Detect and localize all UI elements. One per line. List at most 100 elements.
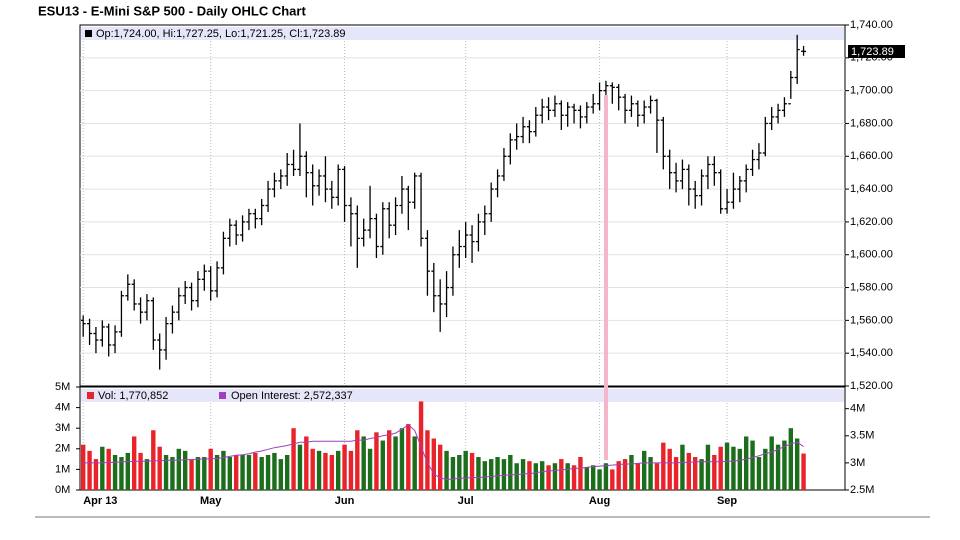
volume-bar xyxy=(559,459,564,490)
y-tick-label: 1,520.00 xyxy=(850,380,893,392)
volume-bar xyxy=(718,446,723,490)
volume-bar xyxy=(163,454,169,490)
volume-bar xyxy=(386,430,392,490)
volume-bar xyxy=(412,436,417,490)
volume-bar xyxy=(304,436,309,490)
y-tick-label: 1,700.00 xyxy=(850,85,893,97)
volume-bar xyxy=(367,448,373,490)
y-tick-label: 0M xyxy=(55,484,70,496)
volume-bar xyxy=(610,469,615,490)
volume-bar xyxy=(603,463,609,490)
y-tick-label: 1,600.00 xyxy=(850,249,893,261)
volume-bar xyxy=(775,444,781,490)
volume-bar xyxy=(578,457,583,490)
volume-bar xyxy=(641,450,647,490)
volume-bar xyxy=(259,457,264,490)
legend-swatch xyxy=(85,30,92,37)
volume-bar xyxy=(195,457,201,490)
volume-bar xyxy=(501,459,507,490)
x-tick-label: Apr 13 xyxy=(83,495,117,507)
volume-bar xyxy=(680,444,685,490)
volume-bar xyxy=(278,459,284,490)
volume-bar xyxy=(756,457,762,490)
volume-bar xyxy=(629,454,634,490)
price-legend-band xyxy=(81,27,844,40)
volume-bar xyxy=(144,459,150,490)
volume-bar xyxy=(335,450,341,490)
volume-bar xyxy=(750,440,755,490)
y2-tick-label: 3.5M xyxy=(850,430,874,442)
volume-bar xyxy=(488,459,494,490)
y2-tick-label: 2.5M xyxy=(850,484,874,496)
volume-bar xyxy=(253,452,258,490)
chart-title: ESU13 - E-Mini S&P 500 - Daily OHLC Char… xyxy=(38,3,306,18)
volume-bar xyxy=(794,438,800,490)
volume-bar xyxy=(138,452,143,490)
volume-legend-band xyxy=(81,389,844,402)
y-tick-label: 1,660.00 xyxy=(850,150,893,162)
volume-bar xyxy=(157,446,162,490)
y-tick-label: 1,580.00 xyxy=(850,281,893,293)
price-legend: Op:1,724.00, Hi:1,727.25, Lo:1,721.25, C… xyxy=(96,28,346,40)
volume-bar xyxy=(406,424,411,490)
y-tick-label: 2M xyxy=(55,443,70,455)
volume-bar xyxy=(233,454,239,490)
volume-bar xyxy=(348,450,354,490)
volume-bar xyxy=(112,454,118,490)
volume-bar xyxy=(667,448,672,490)
volume-bar xyxy=(457,454,462,490)
last-price-tag xyxy=(848,45,905,58)
volume-bar xyxy=(431,438,437,490)
volume-bar xyxy=(705,444,711,490)
volume-bar xyxy=(355,430,360,490)
volume-bar xyxy=(520,459,526,490)
volume-bar xyxy=(546,465,551,490)
volume-bar xyxy=(221,450,226,490)
x-tick-label: Aug xyxy=(589,495,610,507)
volume-bar xyxy=(125,452,131,490)
volume-bar xyxy=(182,450,188,490)
x-tick-label: May xyxy=(200,495,222,507)
volume-bar xyxy=(202,457,207,490)
volume-bar xyxy=(673,457,679,490)
price-plot xyxy=(79,24,846,387)
volume-bar xyxy=(131,436,137,490)
volume-bar xyxy=(731,446,736,490)
volume-bar xyxy=(437,444,443,490)
volume-bar xyxy=(100,446,105,490)
volume-bar xyxy=(329,454,335,490)
volume-bar xyxy=(686,452,692,490)
volume-bar xyxy=(788,428,794,490)
volume-bar xyxy=(380,440,386,490)
open-interest-line xyxy=(83,424,804,480)
volume-bar xyxy=(444,450,449,490)
volume-bar xyxy=(176,448,182,490)
volume-bar xyxy=(635,463,641,490)
volume-bar xyxy=(106,448,111,490)
volume-bar xyxy=(590,465,596,490)
y-tick-label: 3M xyxy=(55,422,70,434)
volume-bar xyxy=(495,457,500,490)
volume-bar xyxy=(393,436,398,490)
legend-swatch xyxy=(87,392,94,399)
volume-bar xyxy=(246,454,252,490)
last-price-label: 1,723.89 xyxy=(851,46,894,58)
volume-bar xyxy=(208,448,213,490)
volume-bar xyxy=(87,450,92,490)
volume-bar xyxy=(743,436,749,490)
volume-bar xyxy=(450,457,456,490)
y-tick-label: 1,640.00 xyxy=(850,183,893,195)
y-tick-label: 1,740.00 xyxy=(850,19,893,31)
volume-bar xyxy=(654,463,660,490)
volume-bar xyxy=(584,467,590,490)
volume-bar xyxy=(769,436,774,490)
volume-bar xyxy=(763,448,768,490)
volume-bar xyxy=(616,461,621,490)
volume-bar xyxy=(316,450,322,490)
volume-bar xyxy=(737,448,743,490)
volume-bar xyxy=(399,428,405,490)
y-tick-label: 1,620.00 xyxy=(850,216,893,228)
volume-bar xyxy=(712,454,717,490)
volume-bar xyxy=(482,461,488,490)
